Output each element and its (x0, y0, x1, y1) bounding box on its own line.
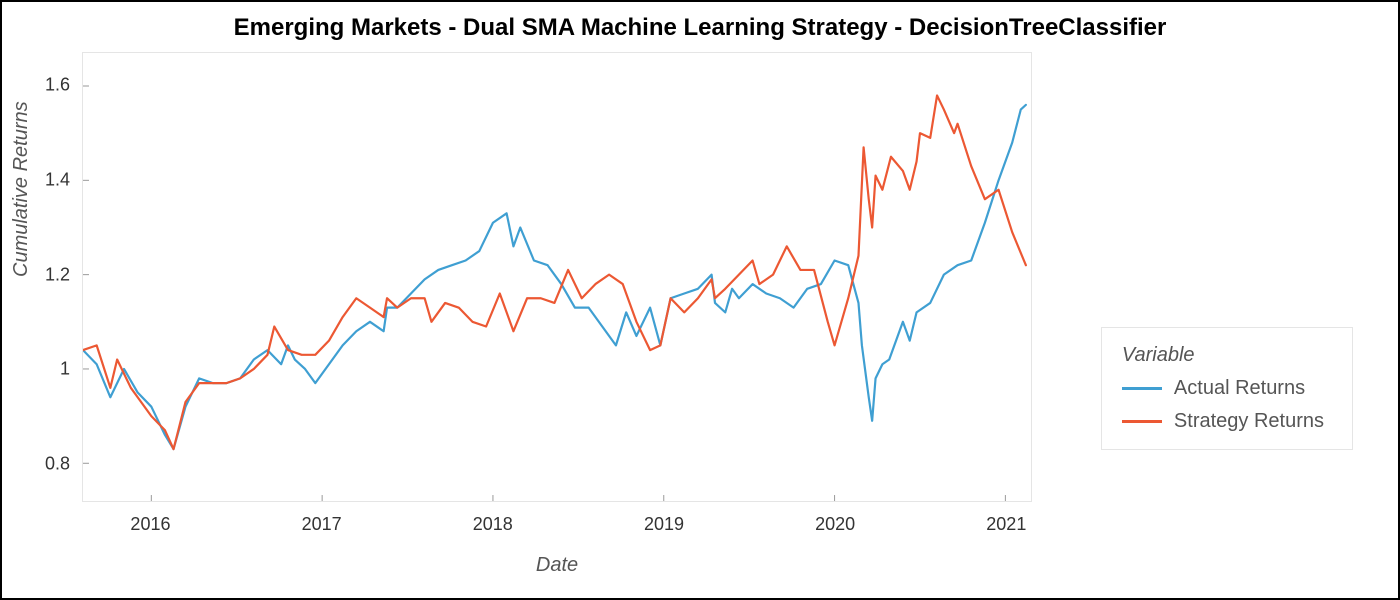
legend-swatch-strategy (1122, 420, 1162, 423)
legend-swatch-actual (1122, 387, 1162, 390)
x-axis-label: Date (82, 554, 1032, 577)
y-tick: 0.8 (45, 454, 70, 475)
y-tick: 1.6 (45, 75, 70, 96)
x-tick: 2017 (302, 514, 342, 535)
chart-title: Emerging Markets - Dual SMA Machine Lear… (2, 14, 1398, 42)
x-tick: 2016 (130, 514, 170, 535)
legend-item-actual: Actual Returns (1122, 377, 1324, 400)
legend-title: Variable (1122, 344, 1324, 367)
x-tick: 2019 (644, 514, 684, 535)
x-tick-container: 2016 2017 2018 2019 2020 2021 (82, 502, 1032, 552)
legend-label-strategy: Strategy Returns (1174, 410, 1324, 433)
x-tick: 2020 (815, 514, 855, 535)
y-tick: 1.4 (45, 169, 70, 190)
legend: Variable Actual Returns Strategy Returns (1101, 327, 1353, 450)
y-tick: 1.2 (45, 264, 70, 285)
line-actual-returns (83, 105, 1026, 449)
x-tick: 2018 (473, 514, 513, 535)
y-tick-container: 0.8 1 1.2 1.4 1.6 (2, 52, 82, 502)
x-tick: 2021 (986, 514, 1026, 535)
plot-area (82, 52, 1032, 502)
line-strategy-returns (83, 95, 1026, 449)
legend-item-strategy: Strategy Returns (1122, 410, 1324, 433)
legend-label-actual: Actual Returns (1174, 377, 1305, 400)
plot-svg (83, 53, 1031, 501)
y-tick: 1 (60, 359, 70, 380)
